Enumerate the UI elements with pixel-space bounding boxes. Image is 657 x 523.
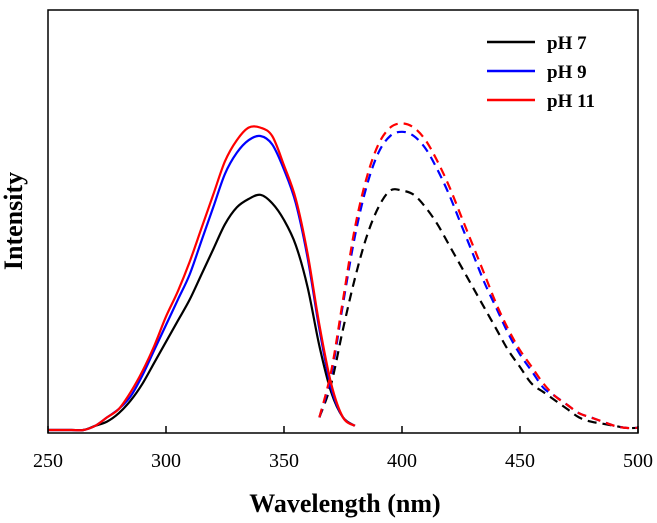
excitation-line-ph9 xyxy=(48,134,356,432)
legend-label-ph9: pH 9 xyxy=(547,62,587,83)
emission-line-ph11 xyxy=(318,122,639,430)
legend: pH 7 pH 9 pH 11 xyxy=(487,33,595,112)
x-tick-label: 350 xyxy=(269,450,299,472)
x-tick-label: 250 xyxy=(33,450,63,472)
legend-label-ph7: pH 7 xyxy=(547,33,587,54)
emission-line-ph7 xyxy=(318,188,639,430)
x-tick-label: 500 xyxy=(623,450,653,472)
x-axis-ticks: 250 300 350 400 450 500 xyxy=(33,426,653,472)
x-tick-label: 450 xyxy=(505,450,535,472)
plot-lines xyxy=(48,122,639,432)
y-axis-title: Intensity xyxy=(0,172,28,270)
x-tick-label: 400 xyxy=(387,450,417,472)
plot-frame xyxy=(47,9,639,434)
excitation-line-ph11 xyxy=(48,125,356,432)
x-axis-title: Wavelength (nm) xyxy=(249,489,440,518)
legend-label-ph11: pH 11 xyxy=(547,91,595,112)
x-tick-label: 300 xyxy=(151,450,181,472)
